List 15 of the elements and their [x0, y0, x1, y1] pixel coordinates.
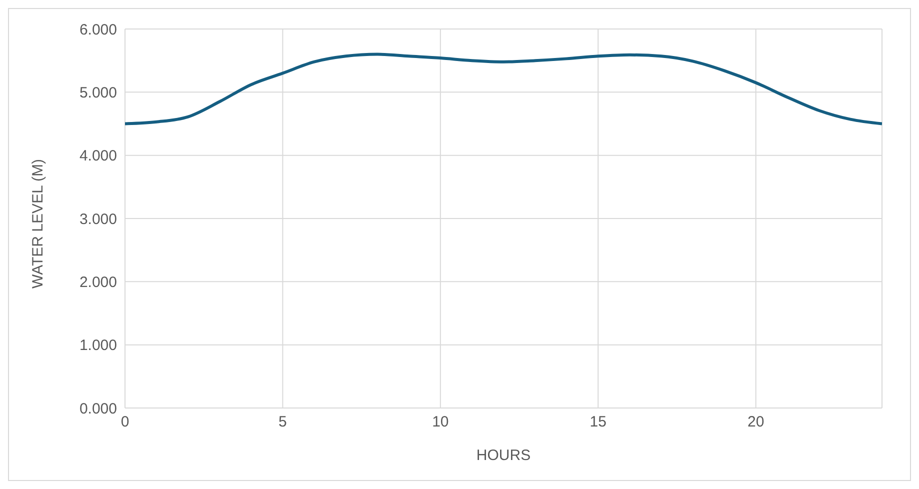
y-tick-label: 5.000 — [79, 84, 117, 102]
y-tick-label: 4.000 — [79, 148, 117, 165]
x-tick-label: 5 — [278, 414, 287, 431]
x-tick-label: 20 — [747, 414, 764, 431]
y-tick-label: 2.000 — [79, 274, 117, 291]
y-tick-label: 6.000 — [79, 21, 117, 38]
x-tick-label: 10 — [432, 414, 449, 431]
y-axis-title: WATER LEVEL (M) — [29, 159, 46, 288]
x-tick-label: 0 — [120, 414, 130, 431]
x-tick-label: 15 — [590, 414, 606, 431]
x-axis-title: HOURS — [476, 447, 531, 464]
y-tick-label: 1.000 — [79, 337, 117, 354]
y-tick-label: 0.000 — [79, 400, 117, 418]
line-series — [125, 52, 882, 126]
y-tick-label: 3.000 — [79, 210, 117, 228]
